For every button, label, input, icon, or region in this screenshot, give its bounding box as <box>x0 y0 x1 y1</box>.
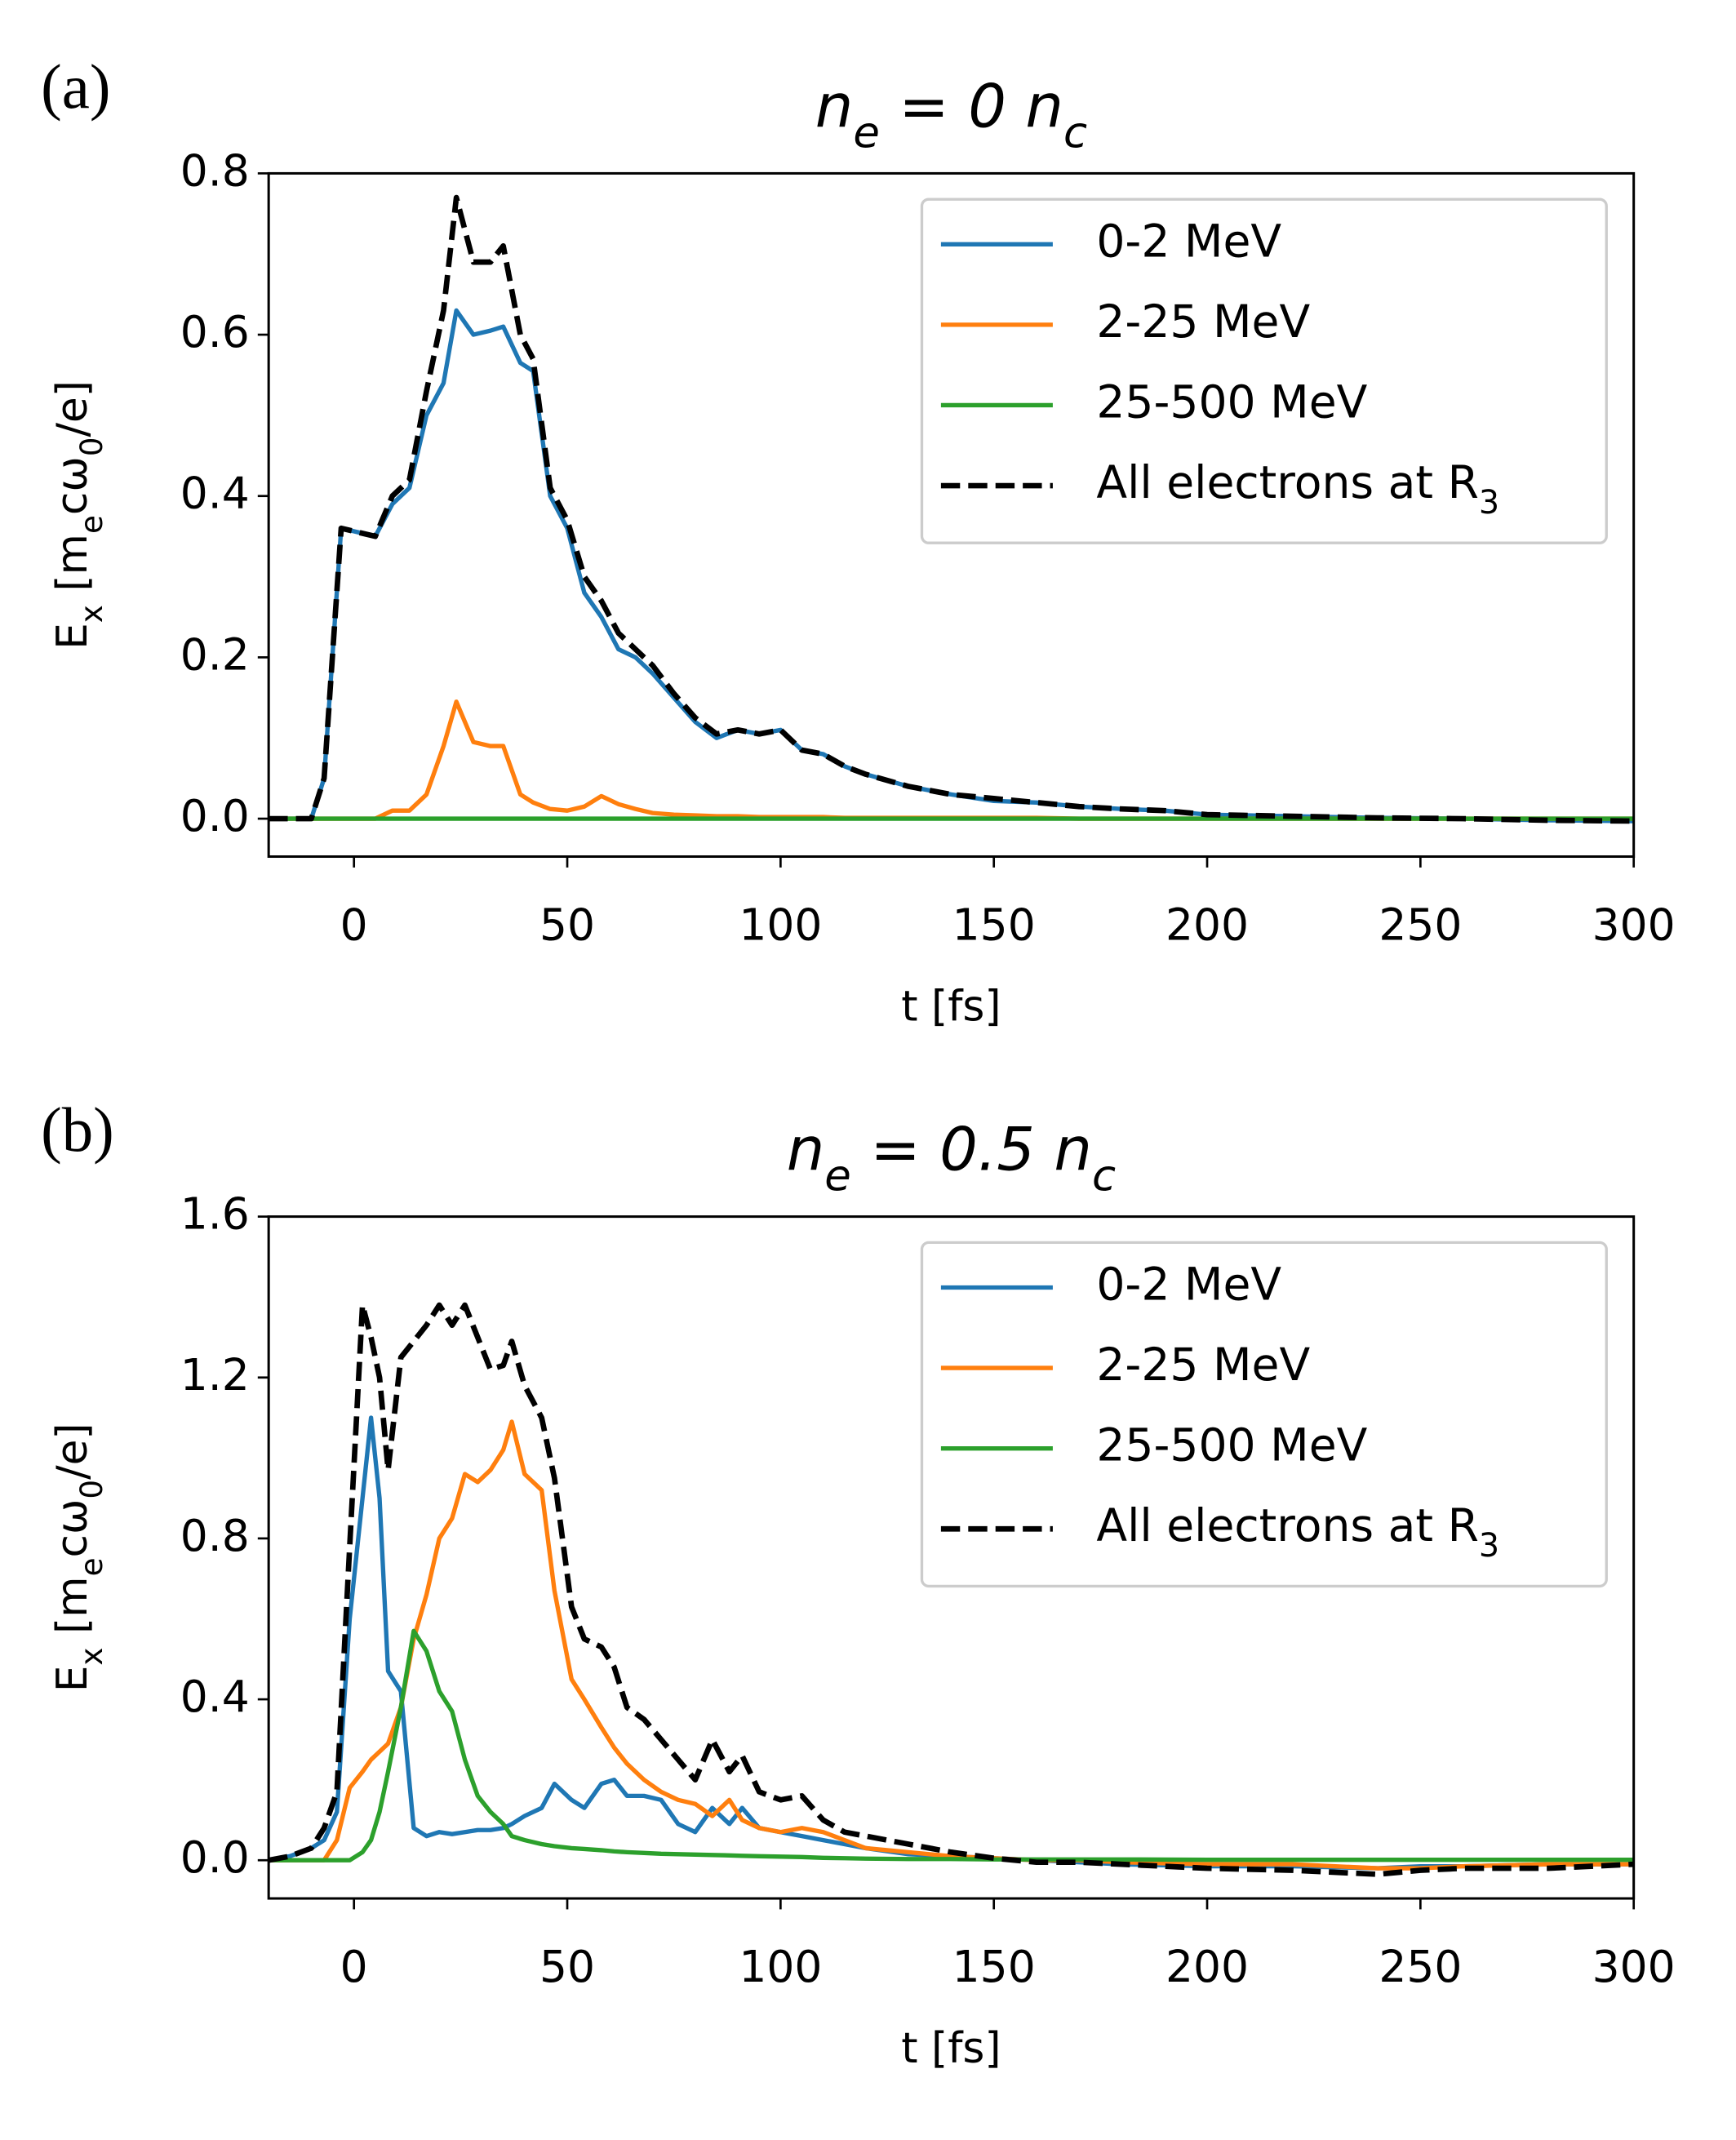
panel-label: (b) <box>41 1095 114 1165</box>
x-tick-label: 150 <box>952 899 1036 950</box>
x-tick-label: 100 <box>739 1941 822 1992</box>
legend-box <box>920 1241 1608 1588</box>
plot-area <box>269 1302 1634 1877</box>
chart-title: ne = 0.5 nc <box>787 1116 1116 1201</box>
y-tick-label: 0.4 <box>180 467 250 518</box>
y-tick-label: 1.6 <box>180 1188 250 1239</box>
x-tick-label: 300 <box>1592 899 1676 950</box>
x-tick-label: 250 <box>1379 899 1462 950</box>
y-tick-label: 0.8 <box>180 1510 250 1561</box>
legend-label: All electrons at R3 <box>1096 457 1499 521</box>
axes-frame <box>267 171 1636 859</box>
y-tick-label: 0.8 <box>180 144 250 196</box>
series-line <box>269 1628 1634 1863</box>
x-tick-label: 200 <box>1165 899 1249 950</box>
y-axis-label: Ex [mecω0/e] <box>48 1423 109 1692</box>
legend-label: 0-2 MeV <box>1096 1259 1281 1312</box>
x-tick-label: 250 <box>1379 1941 1462 1992</box>
legend-label: All electrons at R3 <box>1096 1500 1499 1564</box>
series-line <box>269 194 1634 824</box>
x-tick-label: 200 <box>1165 1941 1249 1992</box>
x-tick-label: 50 <box>539 1941 595 1992</box>
x-tick-label: 0 <box>340 899 368 950</box>
x-tick-label: 300 <box>1592 1941 1676 1992</box>
y-tick-label: 0.0 <box>180 1831 250 1883</box>
legend-box <box>920 198 1608 544</box>
x-axis-label: t [fs] <box>901 983 1001 1032</box>
legend-label: 2-25 MeV <box>1096 296 1310 349</box>
x-tick-label: 100 <box>739 899 822 950</box>
axes-frame <box>267 1215 1636 1900</box>
legend-label: 0-2 MeV <box>1096 215 1281 268</box>
plot-area <box>269 194 1634 824</box>
y-tick-label: 0.0 <box>180 790 250 841</box>
y-axis-label: Ex [mecω0/e] <box>48 380 109 650</box>
y-tick-label: 0.6 <box>180 306 250 357</box>
y-tick-label: 0.4 <box>180 1671 250 1722</box>
x-tick-label: 50 <box>539 899 595 950</box>
chart-title: ne = 0 nc <box>815 73 1087 158</box>
legend-label: 25-500 MeV <box>1096 1420 1367 1472</box>
x-axis-label: t [fs] <box>901 2024 1001 2073</box>
x-tick-label: 0 <box>340 1941 368 1992</box>
y-tick-label: 1.2 <box>180 1348 250 1400</box>
series-line <box>269 1302 1634 1877</box>
legend-label: 25-500 MeV <box>1096 377 1367 429</box>
series-line <box>269 699 1634 821</box>
y-tick-label: 0.2 <box>180 628 250 680</box>
panel-label: (a) <box>41 51 110 121</box>
x-tick-label: 150 <box>952 1941 1036 1992</box>
legend-label: 2-25 MeV <box>1096 1339 1310 1392</box>
